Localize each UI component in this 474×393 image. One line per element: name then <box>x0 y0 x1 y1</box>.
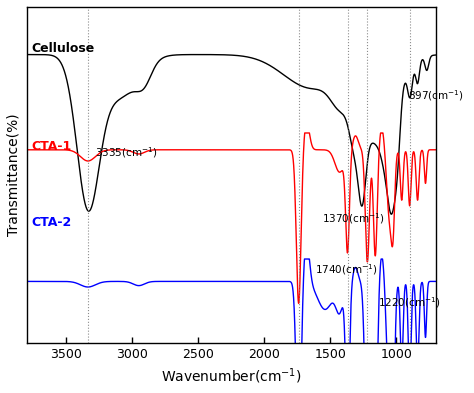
Text: Cellulose: Cellulose <box>32 42 95 55</box>
Y-axis label: Transmittance(%): Transmittance(%) <box>7 114 21 236</box>
Text: 1740(cm$^{-1}$): 1740(cm$^{-1}$) <box>315 262 377 277</box>
Text: 897(cm$^{-1}$): 897(cm$^{-1}$) <box>408 88 464 103</box>
Text: CTA-2: CTA-2 <box>32 216 72 229</box>
Text: 3335(cm$^{-1}$): 3335(cm$^{-1}$) <box>95 145 158 160</box>
Text: CTA-1: CTA-1 <box>32 140 72 154</box>
Text: 1370(cm$^{-1}$): 1370(cm$^{-1}$) <box>322 211 385 226</box>
X-axis label: Wavenumber(cm$^{-1}$): Wavenumber(cm$^{-1}$) <box>161 366 301 386</box>
Text: 1220(cm$^{-1}$): 1220(cm$^{-1}$) <box>378 295 440 310</box>
